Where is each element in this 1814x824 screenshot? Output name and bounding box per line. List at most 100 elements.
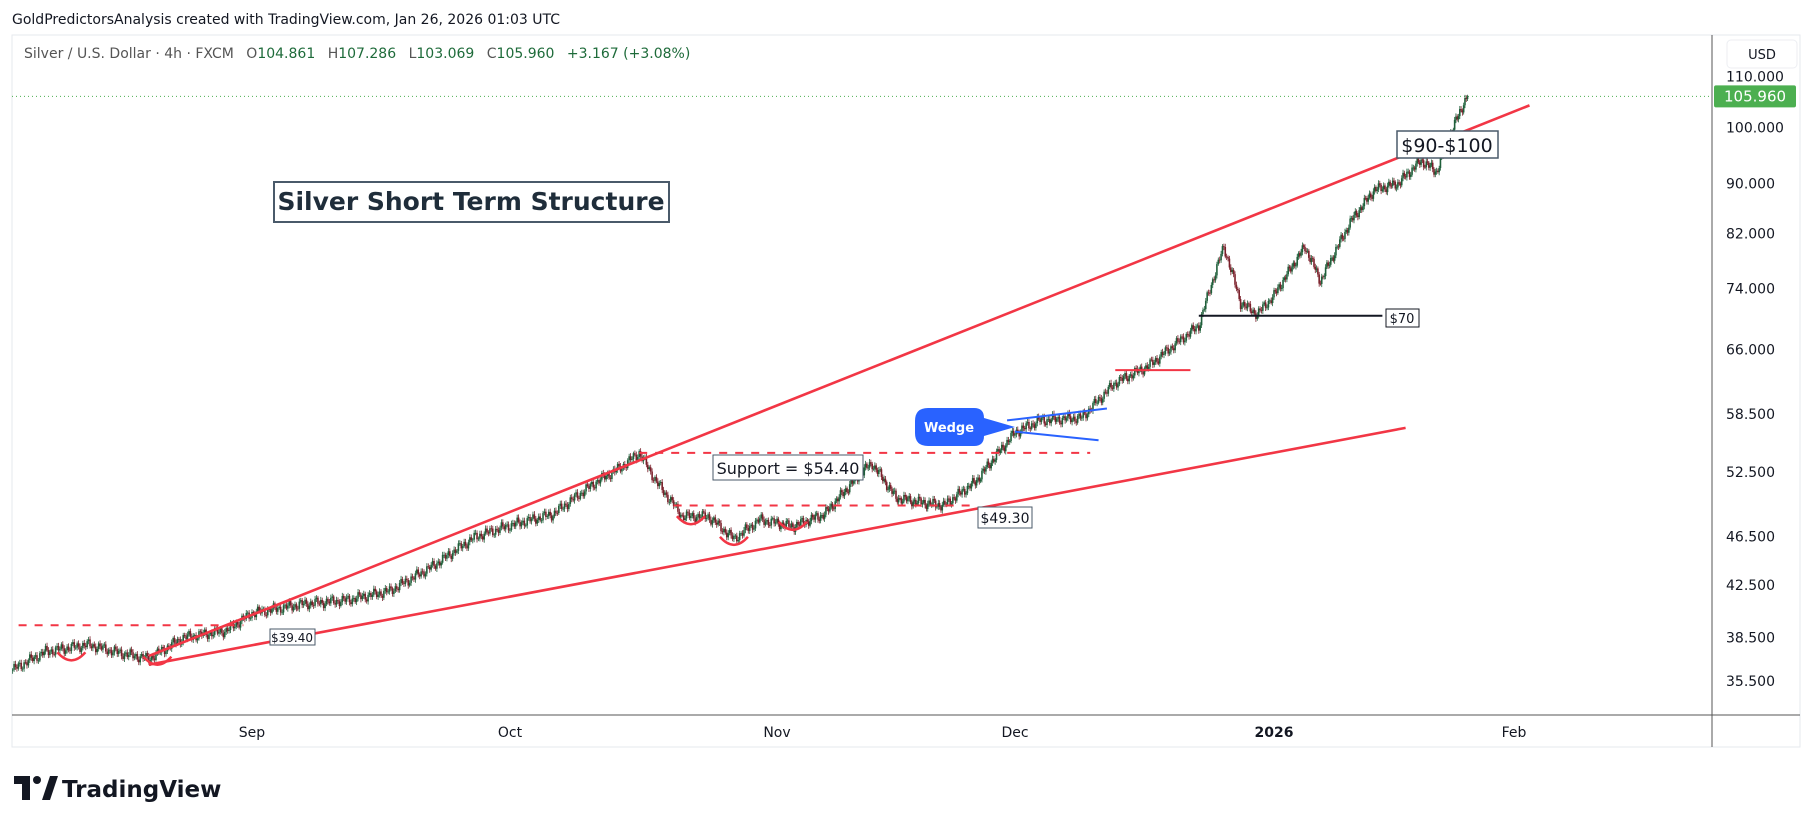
candle-body xyxy=(216,628,219,634)
candle-body xyxy=(847,491,850,493)
candle-body xyxy=(112,652,114,656)
candle-body xyxy=(1438,167,1440,173)
candle-body xyxy=(453,549,455,554)
candle-body xyxy=(1181,336,1183,338)
candle-body xyxy=(1262,304,1264,311)
candle-body xyxy=(989,464,991,469)
candle-body xyxy=(940,506,942,511)
candle-body xyxy=(1128,375,1130,382)
candle-body xyxy=(1274,290,1277,292)
candle-body xyxy=(596,480,599,482)
last-price-value: 105.960 xyxy=(1724,87,1786,105)
plot-area[interactable] xyxy=(3,94,1712,674)
candle-body xyxy=(1157,361,1160,364)
candle-body xyxy=(537,516,540,520)
candle-body xyxy=(1320,276,1323,284)
candle-body xyxy=(1297,253,1300,257)
tradingview-logo[interactable]: TradingView xyxy=(14,776,221,803)
level-3940-box[interactable] xyxy=(269,628,316,646)
level-4930-box[interactable] xyxy=(977,506,1033,529)
candle-body xyxy=(1064,416,1066,421)
candle-body xyxy=(700,517,702,519)
candle-body xyxy=(278,606,281,609)
candle-body xyxy=(29,654,31,661)
title-box[interactable] xyxy=(273,181,670,223)
candle-body xyxy=(208,634,210,640)
candle-body xyxy=(106,651,109,655)
candle-body xyxy=(1224,246,1227,257)
candle-body xyxy=(757,519,760,523)
candle-body xyxy=(734,535,737,537)
candle-body xyxy=(711,520,714,525)
candle-body xyxy=(135,654,137,657)
candle-body xyxy=(1385,189,1388,193)
candle-body xyxy=(1395,187,1398,189)
candle-body xyxy=(308,605,311,610)
candle-body xyxy=(669,497,672,502)
candle-body xyxy=(1333,255,1336,261)
candle-body xyxy=(145,653,147,659)
candle-body xyxy=(351,598,354,605)
candle-body xyxy=(1035,423,1037,429)
candle-body xyxy=(814,514,817,520)
chart-title: Silver Short Term Structure xyxy=(277,187,664,216)
candle-body xyxy=(543,511,546,514)
candle-body xyxy=(77,643,80,647)
candle-body xyxy=(698,514,701,519)
candle-body xyxy=(209,631,212,635)
candle-body xyxy=(142,654,144,659)
candle-body xyxy=(1011,430,1014,434)
currency-button[interactable] xyxy=(1726,39,1798,69)
candle-body xyxy=(685,511,688,519)
candle-body xyxy=(1250,311,1253,314)
candle-body xyxy=(549,511,551,516)
candle-body xyxy=(565,503,567,506)
candle-body xyxy=(915,499,917,505)
candle-body xyxy=(322,602,325,609)
candle-body xyxy=(598,480,600,484)
candle-body xyxy=(961,489,963,495)
candle-body xyxy=(162,646,164,649)
candle-body xyxy=(120,649,123,657)
candle-body xyxy=(1345,230,1348,232)
candle-body xyxy=(1382,185,1385,190)
candle-body xyxy=(186,634,189,640)
candle-body xyxy=(49,651,51,656)
bottom-marker-arc xyxy=(718,535,749,547)
candle-body xyxy=(728,529,731,534)
candle-body xyxy=(545,511,547,517)
candle-body xyxy=(348,595,351,603)
candle-body xyxy=(907,498,909,502)
candle-body xyxy=(1279,284,1282,289)
candle-body xyxy=(568,503,570,510)
candle-body xyxy=(582,492,585,497)
candle-body xyxy=(1348,227,1350,233)
candle-body xyxy=(321,599,324,603)
candle-body xyxy=(746,524,748,529)
candle-body xyxy=(1075,421,1078,423)
candle-body xyxy=(1419,162,1421,165)
candle-body xyxy=(837,498,839,502)
support-label-box[interactable] xyxy=(712,454,864,481)
candle-body xyxy=(1008,441,1011,443)
candle-body xyxy=(63,648,66,654)
candle-body xyxy=(26,662,28,666)
candle-body xyxy=(560,503,563,509)
candle-body xyxy=(1336,246,1339,248)
wedge-callout[interactable] xyxy=(915,408,1015,446)
candle-body xyxy=(566,505,569,510)
candle-body xyxy=(991,458,994,463)
level-70-box[interactable] xyxy=(1385,308,1420,328)
time-tick-label: Dec xyxy=(1001,725,1028,741)
candle-body xyxy=(797,521,799,525)
candle-body xyxy=(917,496,920,504)
candle-body xyxy=(701,511,704,518)
candle-body xyxy=(249,617,252,619)
candle-body xyxy=(963,488,966,495)
target-label-box[interactable] xyxy=(1396,130,1499,159)
candle-body xyxy=(246,612,249,614)
candle-body xyxy=(913,499,916,502)
candle-body xyxy=(654,477,656,481)
legend: Silver / U.S. Dollar · 4h · FXCM O104.86… xyxy=(24,46,690,62)
candle-body xyxy=(1253,309,1256,314)
